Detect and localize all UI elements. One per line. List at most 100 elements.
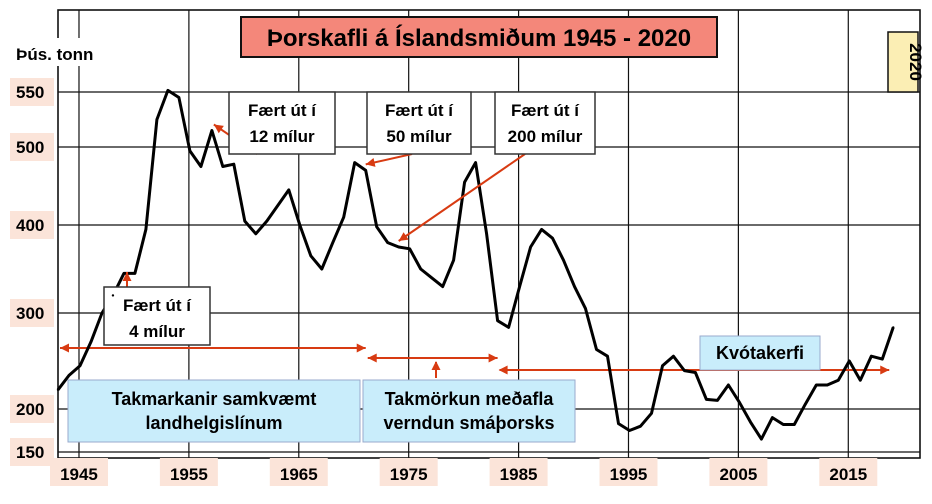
data-point	[639, 425, 642, 428]
data-point	[199, 165, 203, 168]
data-point	[177, 96, 181, 99]
annotation-text: 200 mílur	[508, 127, 583, 146]
y-tick-label: 400	[16, 216, 44, 235]
y-tick-label: 550	[16, 83, 44, 102]
data-point	[892, 326, 895, 329]
span-arrowhead	[488, 353, 498, 363]
corner-year-box	[887, 31, 919, 93]
data-point	[144, 228, 148, 231]
x-tick-box	[819, 458, 878, 486]
data-point	[397, 245, 400, 249]
annotation-arrowhead	[398, 232, 409, 241]
data-point	[67, 374, 71, 377]
data-point	[342, 216, 345, 219]
data-point	[727, 383, 730, 387]
data-point	[287, 188, 290, 192]
data-point	[298, 223, 301, 227]
span-label-text: Kvótakerfi	[716, 343, 804, 363]
data-point	[474, 161, 477, 164]
data-point	[705, 398, 708, 401]
data-point	[716, 399, 719, 402]
data-point	[419, 267, 422, 271]
span-arrowhead	[60, 343, 69, 353]
data-point	[837, 379, 840, 382]
y-tick-box	[10, 299, 54, 327]
x-tick-label: 1985	[500, 465, 538, 484]
span-label-box	[699, 335, 821, 371]
annotation-box	[228, 91, 336, 155]
data-point	[100, 311, 104, 315]
data-point	[485, 232, 488, 235]
x-tick-label: 1955	[170, 465, 208, 484]
data-point	[738, 401, 741, 404]
span-label-text: Takmarkanir samkvæmt	[112, 389, 317, 409]
span-label-text: Takmörkun meðafla	[385, 389, 555, 409]
y-axis-label-box	[10, 38, 110, 66]
data-point	[573, 285, 576, 288]
data-point	[672, 355, 675, 358]
data-point	[749, 420, 752, 424]
data-point	[452, 259, 455, 262]
span-arrowhead	[498, 365, 508, 375]
span-label-text: landhelgislínum	[145, 413, 282, 433]
y-tick-label: 200	[16, 400, 44, 419]
x-tick-box	[599, 458, 658, 486]
x-tick-label: 1975	[390, 465, 428, 484]
data-point	[430, 276, 433, 279]
data-point	[133, 272, 137, 275]
x-tick-box	[709, 458, 768, 486]
x-tick-label: 1965	[280, 465, 318, 484]
y-tick-box	[10, 438, 54, 466]
span-arrows	[60, 343, 890, 378]
data-point	[243, 219, 247, 223]
y-tick-label: 150	[16, 443, 44, 462]
annotation-box	[366, 91, 472, 155]
data-point	[122, 272, 126, 275]
annotation-arrow	[398, 153, 526, 242]
span-label-box	[67, 379, 361, 443]
data-point	[694, 371, 697, 374]
annotation-text: Fært út í	[385, 101, 454, 120]
annotation-text: Fært út í	[248, 101, 317, 120]
data-point	[441, 285, 444, 288]
y-tick-box	[10, 211, 54, 239]
data-point	[595, 348, 598, 351]
span-arrowhead	[356, 343, 366, 353]
x-tick-box	[159, 458, 218, 486]
data-point	[683, 369, 686, 372]
data-point	[881, 357, 884, 361]
span-label-box	[362, 379, 576, 443]
annotation-text: 4 mílur	[129, 322, 185, 341]
annotation-text: Fært út í	[511, 101, 580, 120]
data-point	[628, 429, 631, 432]
data-point	[650, 412, 653, 415]
data-point	[386, 241, 389, 244]
data-point	[155, 118, 159, 121]
data-point	[782, 423, 785, 426]
data-point	[848, 359, 851, 363]
data-point	[166, 89, 170, 92]
x-tick-box	[489, 458, 548, 486]
y-tick-box	[10, 78, 54, 106]
y-tick-box	[10, 395, 54, 423]
plot-frame	[57, 9, 921, 459]
y-tick-label: 500	[16, 138, 44, 157]
data-point	[859, 379, 862, 382]
span-labels: Takmarkanir samkvæmt landhelgislínum Takmö…	[67, 335, 821, 443]
data-point	[540, 228, 543, 231]
data-point	[375, 225, 378, 228]
y-tick-box	[10, 133, 54, 161]
chart-title-box	[240, 16, 718, 58]
data-point	[771, 416, 774, 419]
annotation-box	[494, 91, 596, 155]
data-point	[507, 326, 510, 329]
x-tick-label: 2005	[719, 465, 757, 484]
data-point	[606, 355, 609, 358]
annotation-text: Fært út í	[123, 296, 192, 315]
data-point	[870, 355, 873, 358]
data-point	[760, 437, 763, 441]
annotation-box	[103, 286, 211, 346]
data-point	[221, 165, 225, 168]
span-arrowhead	[880, 365, 890, 375]
